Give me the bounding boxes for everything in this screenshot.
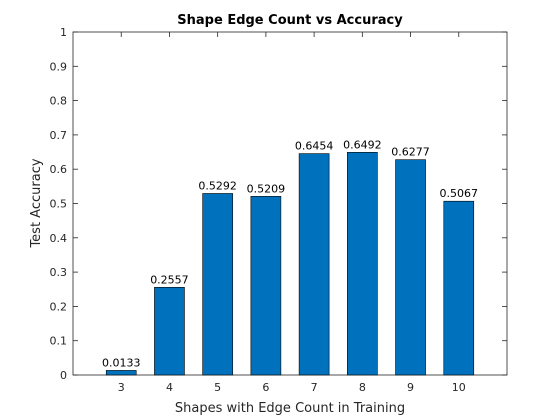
- y-tick-label: 0: [60, 369, 67, 382]
- bar: [298, 153, 330, 376]
- x-tick-label: 7: [311, 381, 318, 394]
- bar: [105, 370, 137, 376]
- x-tick-label: 3: [118, 381, 125, 394]
- x-tick-label: 10: [452, 381, 466, 394]
- x-tick-label: 9: [407, 381, 414, 394]
- y-tick-label: 0.8: [50, 95, 68, 108]
- bar: [250, 196, 282, 376]
- y-tick-label: 0.1: [50, 335, 68, 348]
- bar-value-label: 0.5292: [198, 179, 237, 192]
- bar: [347, 152, 378, 376]
- bar-value-label: 0.5067: [440, 187, 479, 200]
- bar: [154, 286, 185, 376]
- bar-value-label: 0.6454: [295, 140, 334, 153]
- y-tick-label: 0.5: [50, 198, 68, 211]
- y-tick-label: 1: [60, 26, 67, 39]
- y-axis-title: Test Accuracy: [29, 158, 44, 248]
- y-tick-label: 0.6: [50, 163, 68, 176]
- y-tick-label: 0.2: [50, 300, 68, 313]
- plot-area: 0 0.1 0.2 0.3 0.4 0.5 0.6 0.7 0.8 0.9 1 3 0.0133 4 0.2…: [50, 26, 508, 394]
- x-axis-title: Shapes with Edge Count in Training: [175, 401, 405, 416]
- y-tick-label: 0.4: [50, 232, 68, 245]
- y-tick-label: 0.9: [50, 60, 68, 73]
- bar-value-label: 0.6492: [343, 138, 382, 151]
- y-tick-label: 0.3: [50, 266, 68, 279]
- bar: [202, 193, 233, 376]
- bar-value-label: 0.2557: [150, 273, 189, 286]
- x-tick-label: 8: [359, 381, 366, 394]
- x-tick-label: 6: [262, 381, 269, 394]
- bar-value-label: 0.6277: [391, 146, 430, 159]
- bar-value-label: 0.0133: [102, 356, 141, 369]
- bar-value-label: 0.5209: [247, 182, 286, 195]
- bar: [443, 200, 475, 376]
- x-tick-label: 5: [214, 381, 221, 394]
- x-tick-label: 4: [166, 381, 173, 394]
- chart-title: Shape Edge Count vs Accuracy: [177, 13, 403, 28]
- y-tick-label: 0.7: [50, 129, 68, 142]
- bar: [395, 159, 426, 376]
